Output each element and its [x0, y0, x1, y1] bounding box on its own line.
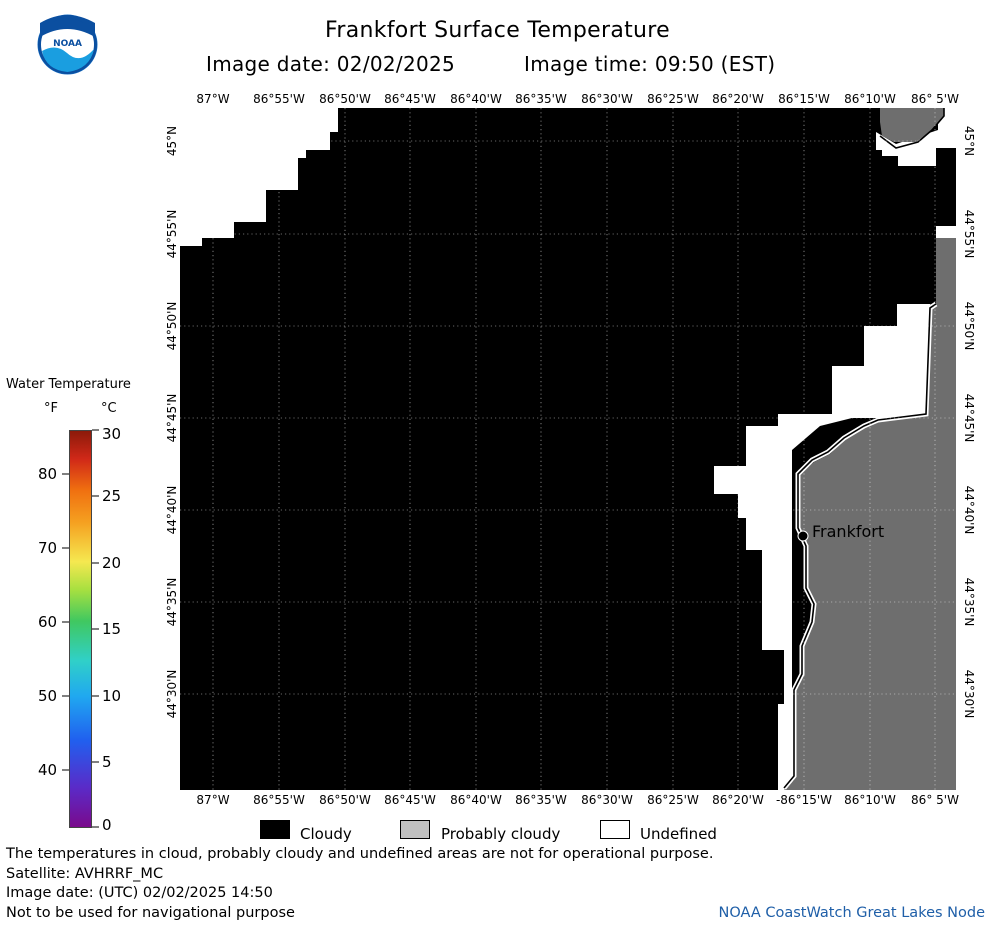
noaa-logo-icon: NOAA — [37, 14, 98, 75]
lon-label: 86° 5'W — [911, 92, 959, 106]
probably-cloudy-land-north — [880, 108, 944, 142]
c-tick: 0 — [102, 816, 112, 834]
lat-label: 45°N — [165, 125, 179, 157]
lon-label: 86°55'W — [253, 793, 305, 807]
image-date-utc: Image date: (UTC) 02/02/2025 14:50 — [6, 885, 273, 901]
lon-label: 86°20'W — [712, 793, 764, 807]
graticule — [180, 108, 956, 790]
lat-label: 45°N — [962, 125, 976, 157]
lon-label: 86°15'W — [778, 92, 830, 106]
f-tick: 80 — [38, 465, 58, 483]
lat-label: 44°30'N — [165, 669, 179, 719]
unit-celsius: °C — [101, 401, 117, 416]
lat-label: 44°35'N — [165, 577, 179, 627]
lat-label: 44°40'N — [962, 485, 976, 535]
lon-label: 86°20'W — [712, 92, 764, 106]
temperature-map: Frankfort — [180, 108, 956, 790]
cloudy-label: Cloudy — [300, 825, 352, 843]
lat-label: 44°35'N — [962, 577, 976, 627]
satellite: Satellite: AVHRRF_MC — [6, 866, 164, 882]
svg-text:NOAA: NOAA — [53, 39, 82, 49]
lat-label: 44°40'N — [165, 485, 179, 535]
colorbar-ticks — [62, 429, 99, 828]
shoreline-line — [783, 303, 937, 789]
lon-label: 86°50'W — [319, 92, 371, 106]
lon-label: 86°30'W — [581, 92, 633, 106]
f-tick: 50 — [38, 687, 58, 705]
navigation-note: Not to be used for navigational purpose — [6, 905, 295, 921]
lat-label: 44°50'N — [962, 301, 976, 351]
f-tick: 60 — [38, 613, 58, 631]
c-tick: 25 — [102, 487, 122, 505]
lon-label: 86°55'W — [253, 92, 305, 106]
probably-cloudy-label: Probably cloudy — [441, 825, 561, 843]
lat-label: 44°55'N — [165, 209, 179, 259]
lon-label: 86°35'W — [515, 793, 567, 807]
lon-label: 86°40'W — [450, 793, 502, 807]
lon-label: 86°30'W — [581, 793, 633, 807]
undefined-area-coast — [714, 226, 956, 790]
lon-label: 86°25'W — [647, 793, 699, 807]
probably-cloudy-swatch — [400, 820, 430, 839]
lon-label: 87°W — [196, 92, 230, 106]
colorbar-title: Water Temperature — [6, 377, 131, 392]
lon-label: 87°W — [196, 793, 230, 807]
c-tick: 5 — [102, 753, 112, 771]
lat-label: 44°55'N — [962, 209, 976, 259]
f-tick: 40 — [38, 761, 58, 779]
lon-label: 86°35'W — [515, 92, 567, 106]
cloudy-swatch — [260, 820, 290, 839]
temperature-colorbar — [69, 430, 92, 828]
disclaimer: The temperatures in cloud, probably clou… — [6, 846, 714, 862]
lat-label: 44°50'N — [165, 301, 179, 351]
c-tick: 30 — [102, 425, 122, 443]
city-label: Frankfort — [812, 522, 884, 541]
lon-label: -86°15'W — [775, 793, 833, 807]
c-tick: 10 — [102, 687, 122, 705]
undefined-area-northwest — [180, 108, 338, 246]
lon-label: 86°50'W — [319, 793, 371, 807]
credit-link[interactable]: NOAA CoastWatch Great Lakes Node — [718, 905, 985, 921]
undefined-swatch — [600, 820, 630, 839]
lat-label: 44°30'N — [962, 669, 976, 719]
c-tick: 20 — [102, 554, 122, 572]
lat-label: 44°45'N — [962, 393, 976, 443]
image-time: Image time: 09:50 (EST) — [524, 52, 776, 76]
shoreline-north — [879, 108, 945, 149]
map-title: Frankfort Surface Temperature — [325, 18, 670, 43]
frankfort-marker — [797, 530, 809, 542]
lon-label: 86°45'W — [384, 92, 436, 106]
lon-label: 86°10'W — [844, 92, 896, 106]
lon-label: 86°25'W — [647, 92, 699, 106]
image-date: Image date: 02/02/2025 — [206, 52, 456, 76]
lon-label: 86° 5'W — [911, 793, 959, 807]
lat-label: 44°45'N — [165, 393, 179, 443]
lon-label: 86°45'W — [384, 793, 436, 807]
f-tick: 70 — [38, 539, 58, 557]
lon-label: 86°40'W — [450, 92, 502, 106]
probably-cloudy-land — [784, 238, 956, 790]
lon-label: 86°10'W — [844, 793, 896, 807]
undefined-label: Undefined — [640, 825, 717, 843]
unit-fahrenheit: °F — [44, 401, 58, 416]
c-tick: 15 — [102, 620, 122, 638]
